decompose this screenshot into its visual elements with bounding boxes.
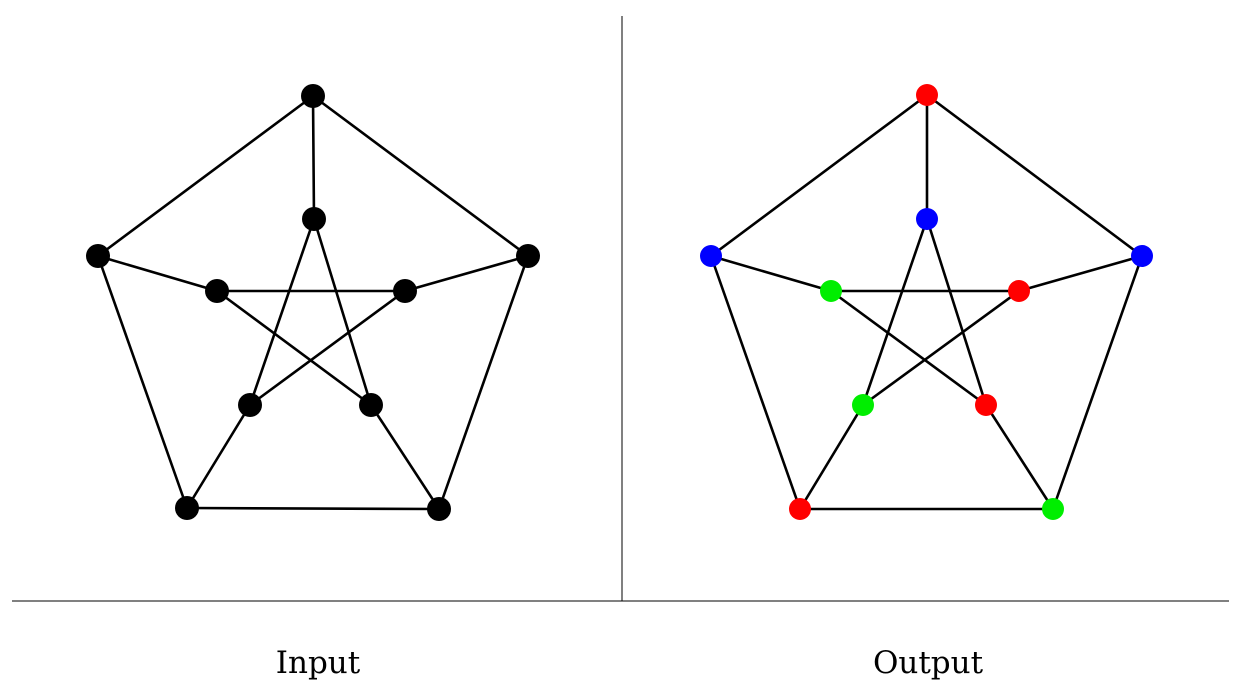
output-edge-inner-right-to-inner-bottom-left: [861, 289, 1021, 407]
input-vertex-inner-right: [393, 279, 417, 303]
output-caption: Output: [873, 645, 984, 681]
output-vertex-inner-left: [820, 280, 842, 302]
output-edge-outer-right-to-inner-right: [1017, 254, 1144, 293]
input-edge-outer-left-to-outer-top: [96, 94, 315, 258]
input-graph-panel: [86, 84, 540, 521]
output-edge-outer-bottom-left-to-inner-bottom-left: [798, 403, 865, 511]
output-edge-outer-top-to-outer-right: [925, 93, 1144, 258]
output-vertex-outer-top: [916, 84, 938, 106]
output-edge-outer-right-to-outer-bottom-right: [1051, 254, 1144, 511]
output-edge-outer-left-to-outer-top: [709, 93, 929, 258]
output-vertex-outer-bottom-right: [1042, 498, 1064, 520]
input-edge-outer-bottom-right-to-outer-bottom-left: [185, 506, 441, 511]
input-edge-outer-top-to-inner-top: [311, 94, 316, 221]
input-edge-outer-right-to-outer-bottom-right: [437, 254, 530, 511]
input-edge-outer-top-to-outer-right: [311, 94, 530, 258]
input-vertex-outer-left: [86, 244, 110, 268]
output-vertex-inner-bottom-right: [975, 394, 997, 416]
output-vertices: [700, 84, 1153, 520]
output-edge-inner-left-to-inner-bottom-right: [829, 289, 988, 407]
input-edge-inner-right-to-inner-bottom-left: [248, 289, 407, 407]
output-edge-outer-bottom-left-to-outer-left: [709, 254, 802, 511]
input-edge-inner-left-to-inner-bottom-right: [215, 289, 373, 407]
input-edge-outer-bottom-left-to-outer-left: [96, 254, 189, 510]
input-caption: Input: [276, 645, 361, 681]
output-edge-inner-top-to-inner-bottom-right: [925, 217, 988, 407]
input-vertex-inner-bottom-left: [238, 393, 262, 417]
input-edge-inner-top-to-inner-bottom-left: [248, 217, 316, 407]
input-vertices: [86, 84, 540, 521]
output-edge-inner-top-to-inner-bottom-left: [861, 217, 929, 407]
input-edge-outer-bottom-right-to-inner-bottom-right: [369, 403, 441, 511]
input-vertex-inner-bottom-right: [359, 393, 383, 417]
output-edge-outer-left-to-inner-left: [709, 254, 833, 293]
output-vertex-outer-bottom-left: [789, 498, 811, 520]
output-vertex-outer-left: [700, 245, 722, 267]
input-vertex-inner-left: [205, 279, 229, 303]
input-edge-inner-top-to-inner-bottom-right: [312, 217, 373, 407]
input-vertex-outer-right: [516, 244, 540, 268]
input-vertex-inner-top: [302, 207, 326, 231]
input-edge-outer-right-to-inner-right: [403, 254, 530, 293]
input-vertex-outer-bottom-left: [175, 496, 199, 520]
input-vertex-outer-bottom-right: [427, 497, 451, 521]
input-edge-outer-left-to-inner-left: [96, 254, 219, 293]
input-edges: [96, 94, 530, 511]
output-graph-panel: [700, 84, 1153, 520]
input-vertex-outer-top: [301, 84, 325, 108]
output-edge-outer-bottom-right-to-inner-bottom-right: [984, 403, 1055, 511]
output-edges: [709, 93, 1144, 511]
input-edge-outer-bottom-left-to-inner-bottom-left: [185, 403, 252, 510]
output-vertex-inner-right: [1008, 280, 1030, 302]
output-vertex-inner-top: [916, 208, 938, 230]
output-vertex-outer-right: [1131, 245, 1153, 267]
output-vertex-inner-bottom-left: [852, 394, 874, 416]
